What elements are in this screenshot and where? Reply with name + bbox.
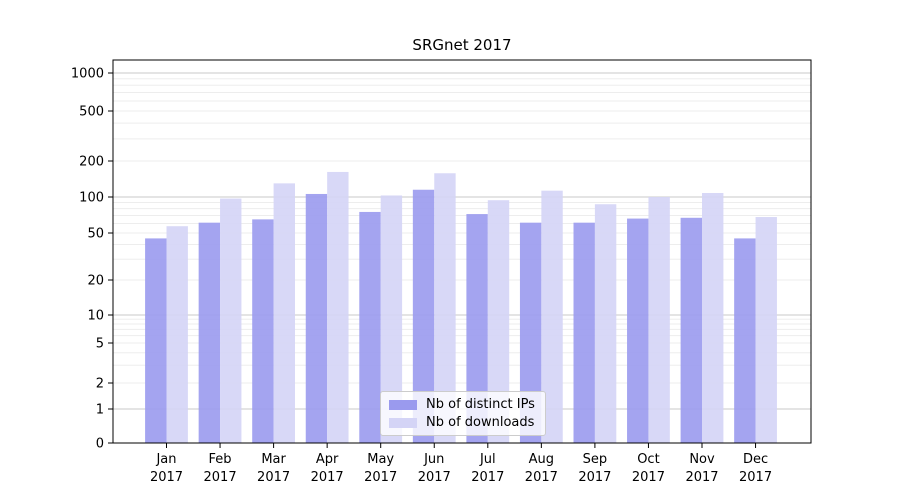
legend-item-downloads: Nb of downloads [389,415,537,430]
x-tick-label-year: 2017 [150,470,183,485]
bar-distinct-ips-mar [252,219,274,443]
bar-downloads-apr [327,171,349,444]
bar-distinct-ips-dec [734,238,756,443]
legend-swatch-downloads [389,417,417,428]
x-tick-label-year: 2017 [257,470,290,485]
bar-downloads-mar [273,183,295,443]
bar-distinct-ips-nov [680,217,702,443]
bar-downloads-jun [434,173,456,443]
x-tick-label-month: Dec [743,452,768,467]
x-tick-label-month: Mar [261,452,286,467]
x-tick-label-month: Feb [209,452,232,467]
legend-label-downloads: Nb of downloads [426,415,535,430]
bar-downloads-jan [166,226,188,443]
bar-downloads-may [380,195,403,443]
x-tick-label-year: 2017 [632,470,665,485]
y-tick-label: 100 [79,191,104,206]
x-tick-label-year: 2017 [364,470,397,485]
x-tick-label-month: Jul [479,452,496,467]
y-tick-label: 500 [79,105,104,120]
chart-title: SRGnet 2017 [412,36,512,54]
y-tick-label: 1 [96,403,104,418]
y-tick-label: 200 [79,155,104,170]
bar-downloads-nov [702,193,724,443]
x-tick-label-month: Jan [155,452,176,467]
bar-downloads-aug [541,190,563,443]
legend: Nb of distinct IPs Nb of downloads [380,391,546,436]
bar-downloads-sep [594,204,617,443]
y-tick-label: 10 [87,309,104,324]
x-tick-label-month: Nov [689,452,715,467]
bar-distinct-ips-apr [305,193,328,443]
bar-downloads-jul [487,200,510,443]
x-tick-label-month: May [367,452,394,467]
bar-distinct-ips-aug [519,222,542,443]
bar-distinct-ips-may [359,211,381,443]
x-tick-label-month: Oct [637,452,659,467]
x-tick-label-year: 2017 [685,470,718,485]
bar-downloads-feb [220,198,242,443]
legend-swatch-distinct-ips [389,399,417,410]
x-tick-label-month: Aug [529,452,554,467]
bar-distinct-ips-oct [627,218,649,443]
x-tick-label-month: Jun [423,452,444,467]
x-tick-label-year: 2017 [204,470,237,485]
y-tick-label: 2 [96,377,104,392]
x-tick-label-year: 2017 [739,470,772,485]
bar-downloads-dec [755,217,777,443]
legend-label-distinct-ips: Nb of distinct IPs [426,397,535,412]
bar-distinct-ips-sep [573,222,595,443]
bar-distinct-ips-feb [198,222,221,443]
bar-distinct-ips-jul [466,214,488,443]
bar-distinct-ips-jun [412,189,435,443]
x-tick-label-year: 2017 [311,470,344,485]
plot-border [112,59,812,444]
y-tick-label: 1000 [71,67,104,82]
x-tick-label-month: Sep [583,452,608,467]
x-tick-label-year: 2017 [471,470,504,485]
x-tick-label-year: 2017 [418,470,451,485]
y-tick-label: 50 [87,227,104,242]
x-tick-label-year: 2017 [578,470,611,485]
y-tick-label: 0 [96,437,104,452]
bar-distinct-ips-jan [145,238,167,443]
x-tick-label-year: 2017 [525,470,558,485]
y-tick-label: 5 [96,337,104,352]
x-tick-label-month: Apr [316,452,339,467]
y-tick-label: 20 [87,274,104,289]
bar-downloads-oct [648,197,670,443]
legend-item-distinct-ips: Nb of distinct IPs [389,397,537,412]
